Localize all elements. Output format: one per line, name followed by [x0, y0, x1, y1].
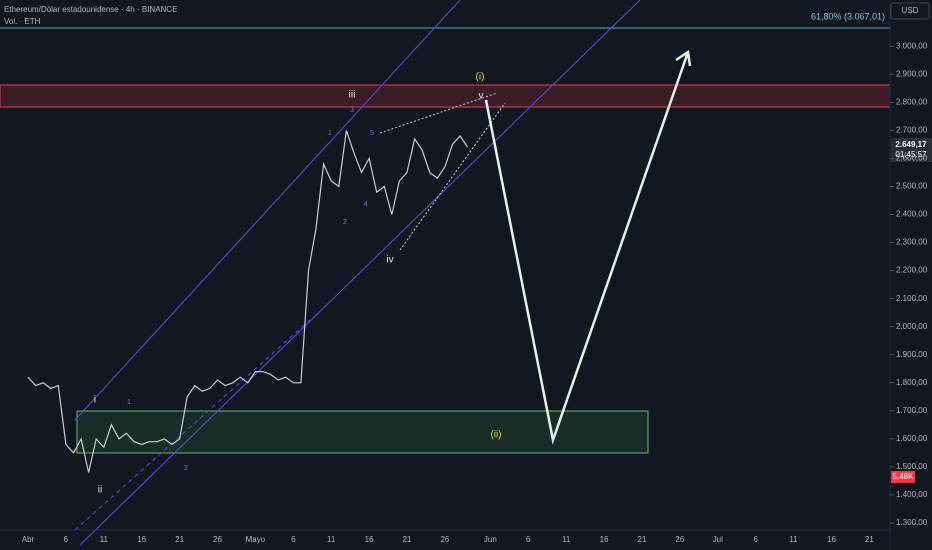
y-tick-label: 2.100,00 — [896, 294, 928, 303]
x-tick-label: 21 — [175, 535, 184, 544]
y-tick-label: 1.700,00 — [896, 406, 928, 415]
x-tick-label: 11 — [562, 535, 571, 544]
y-tick-label: 2.600,00 — [896, 154, 928, 163]
x-tick-label: Abr — [22, 535, 35, 544]
sub-wave-label: 4 — [364, 201, 368, 208]
x-tick-label: 6 — [64, 535, 69, 544]
x-tick-label: Mayo — [246, 535, 266, 544]
price-tag: 2.649,17 — [895, 140, 927, 149]
channel-lower — [79, 0, 641, 546]
x-tick-label: 26 — [675, 535, 684, 544]
header: Ethereum/Dólar estadounidense · 4h · BIN… — [4, 5, 177, 14]
wave-label: (i) — [476, 72, 485, 83]
subheader: Vol. · ETH — [4, 17, 41, 26]
x-tick-label: 21 — [403, 535, 412, 544]
x-tick-label: 26 — [213, 535, 222, 544]
y-tick-label: 1.400,00 — [896, 490, 928, 499]
wave-label: i — [94, 395, 96, 406]
fib-label: 61,80% (3.067,01) — [811, 11, 885, 21]
x-tick-label: 6 — [291, 535, 296, 544]
y-tick-label: 2.200,00 — [896, 266, 928, 275]
price-line — [27, 130, 469, 473]
x-tick-label: 16 — [827, 535, 836, 544]
y-tick-label: 2.300,00 — [896, 238, 928, 247]
y-tick-label: 2.400,00 — [896, 210, 928, 219]
y-tick-label: 1.900,00 — [896, 350, 928, 359]
price-tag-bg — [891, 138, 932, 162]
support-zone — [76, 410, 649, 454]
wave-label: iii — [349, 90, 356, 101]
sub-wave-label: 3 — [350, 107, 354, 114]
y-tick-label: 2.800,00 — [896, 97, 928, 106]
x-tick-label: 6 — [526, 535, 531, 544]
sub-wave-label: 2 — [343, 219, 347, 226]
channel-upper — [74, 0, 461, 421]
plot — [27, 130, 469, 473]
arrow-head — [675, 49, 692, 67]
wave-label: ii — [98, 485, 102, 496]
x-tick-label: 26 — [440, 535, 449, 544]
sub-wave-label: 2 — [184, 465, 188, 472]
currency[interactable]: USD — [902, 6, 919, 15]
wave-label: v — [479, 91, 484, 102]
y-tick-label: 1.300,00 — [896, 518, 928, 527]
x-tick-label: Jul — [713, 535, 723, 544]
x-tick-label: 16 — [365, 535, 374, 544]
channel — [74, 0, 641, 546]
currency-button[interactable] — [890, 2, 930, 20]
y-tick-label: 1.600,00 — [896, 434, 928, 443]
sub-wave-label: 5 — [370, 130, 374, 137]
x-tick-label: 11 — [327, 535, 336, 544]
volume-tag-bg — [891, 471, 915, 483]
x-tick-label: 21 — [865, 535, 874, 544]
projection-arrow — [484, 51, 690, 445]
resistance-zone — [0, 84, 891, 108]
y-tick-label: 2.700,00 — [896, 126, 928, 135]
sub-wave-label: 1 — [328, 130, 332, 137]
x-tick-label: 11 — [789, 535, 798, 544]
countdown: 01:45:57 — [895, 150, 927, 159]
x-tick-label: 16 — [600, 535, 609, 544]
y-tick-label: 2.000,00 — [896, 322, 928, 331]
y-tick-label: 1.500,00 — [896, 462, 928, 471]
x-tick-label: 21 — [638, 535, 647, 544]
x-tick-label: Jun — [484, 535, 497, 544]
y-tick-label: 2.900,00 — [896, 69, 928, 78]
wedge-line — [379, 92, 498, 134]
y-tick-label: 3.000,00 — [896, 41, 928, 50]
wave-label: iv — [386, 255, 393, 266]
y-tick-label: 1.800,00 — [896, 378, 928, 387]
y-tick-label: 2.500,00 — [896, 182, 928, 191]
x-tick-label: 6 — [753, 535, 758, 544]
wave-label: (ii) — [490, 430, 501, 441]
sub-wave-label: 1 — [127, 399, 131, 406]
x-tick-label: 16 — [137, 535, 146, 544]
volume-tag: 5,48K — [893, 472, 915, 481]
x-tick-label: 11 — [100, 535, 109, 544]
